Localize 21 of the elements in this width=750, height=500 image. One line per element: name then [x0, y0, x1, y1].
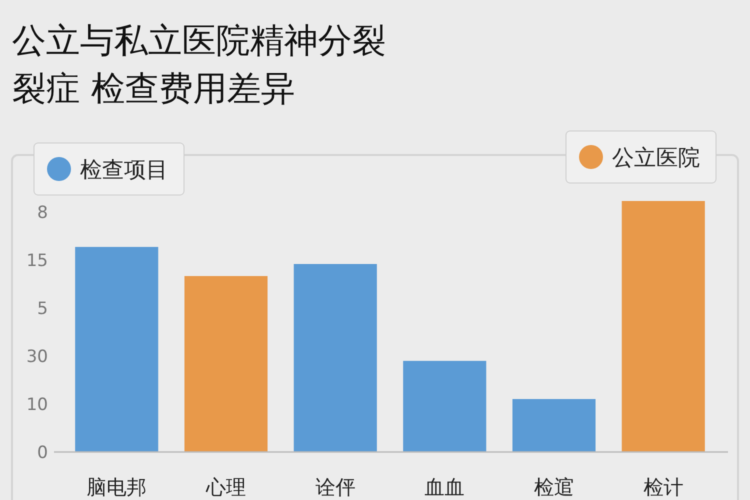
chart-title: 公立与私立医院精神分裂裂症 检查费用差异 — [12, 21, 386, 109]
x-tick-label: 检逭 — [534, 475, 574, 499]
x-tick-label: 血血 — [424, 475, 465, 499]
bar — [403, 360, 486, 452]
bar — [184, 276, 268, 452]
bar — [622, 201, 705, 452]
text: 30 — [26, 347, 48, 367]
x-tick-label: 心理 — [205, 475, 246, 499]
bar — [294, 264, 377, 452]
text: 5 — [37, 299, 48, 319]
bar — [512, 399, 596, 452]
bar — [75, 246, 158, 452]
text: 10 — [26, 395, 48, 415]
text: 15 — [26, 251, 48, 271]
x-tick-label: 检计 — [643, 475, 684, 499]
x-tick-label: 脑电邦 — [86, 475, 147, 499]
text: 0 — [37, 443, 48, 463]
x-tick-label: 诠伻 — [315, 475, 356, 499]
legend-label: 公立医院 — [612, 146, 700, 171]
text: 8 — [37, 203, 48, 223]
legend-label: 检查项目 — [80, 158, 168, 183]
